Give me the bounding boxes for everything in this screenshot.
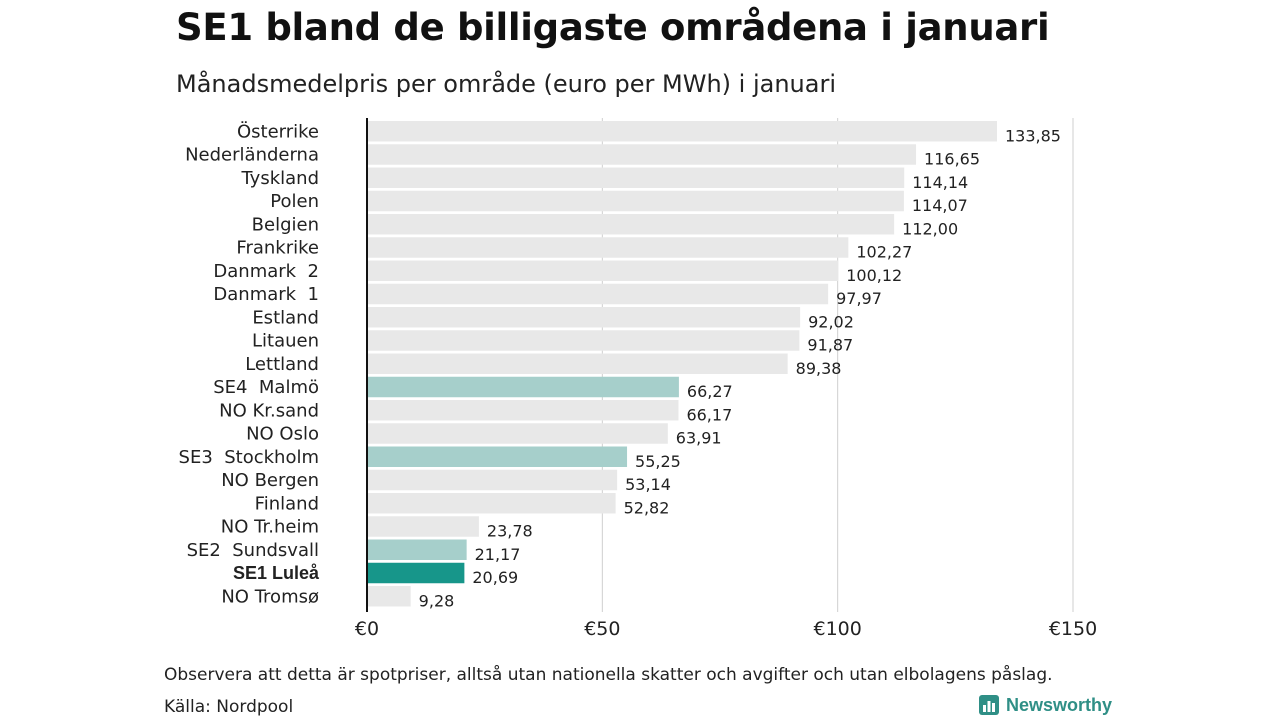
bar-4 xyxy=(367,214,895,235)
category-label-20: NO Tromsø xyxy=(221,586,319,607)
category-label-19: SE1 Luleå xyxy=(233,563,320,583)
newsworthy-logo-icon xyxy=(979,695,999,715)
bar-16 xyxy=(367,493,616,514)
value-label-0: 133,85 xyxy=(1005,126,1061,145)
bar-20 xyxy=(367,586,411,607)
bar-7 xyxy=(367,283,829,305)
footnote: Observera att detta är spotpriser, allts… xyxy=(164,665,1053,685)
value-label-5: 102,27 xyxy=(856,243,912,262)
bar-8 xyxy=(367,307,801,328)
value-label-6: 100,12 xyxy=(846,266,902,285)
x-tick-label-0: €0 xyxy=(355,618,379,640)
value-label-7: 97,97 xyxy=(836,289,882,308)
category-label-8: Estland xyxy=(252,307,319,328)
value-label-10: 89,38 xyxy=(796,359,842,378)
bar-0 xyxy=(367,121,997,142)
bar-13 xyxy=(367,423,668,444)
bar-3 xyxy=(367,190,904,212)
value-label-18: 21,17 xyxy=(475,545,521,564)
bar-14 xyxy=(367,446,628,467)
value-label-1: 116,65 xyxy=(924,150,980,169)
value-label-2: 114,14 xyxy=(912,173,968,192)
bar-5 xyxy=(367,237,849,258)
value-label-4: 112,00 xyxy=(902,219,958,238)
value-label-15: 53,14 xyxy=(625,475,671,494)
category-label-4: Belgien xyxy=(252,214,319,235)
category-label-2: Tyskland xyxy=(240,168,319,189)
value-label-17: 23,78 xyxy=(487,522,533,541)
category-label-13: NO Oslo xyxy=(246,424,319,445)
x-tick-label-100: €100 xyxy=(813,618,861,640)
category-label-15: NO Bergen xyxy=(221,470,319,491)
bar-6 xyxy=(367,260,839,281)
bar-19 xyxy=(367,562,465,584)
category-label-1: Nederländerna xyxy=(185,145,319,166)
chart-subtitle: Månadsmedelpris per område (euro per MWh… xyxy=(176,70,837,98)
category-label-5: Frankrike xyxy=(236,238,319,259)
x-tick-label-150: €150 xyxy=(1049,618,1097,640)
brand-logo: Newsworthy xyxy=(978,694,1112,716)
bar-10 xyxy=(367,353,788,374)
category-label-11: SE4 Malmö xyxy=(213,377,319,398)
value-label-14: 55,25 xyxy=(635,452,681,471)
x-tick-label-50: €50 xyxy=(584,618,620,640)
bar-1 xyxy=(367,144,917,165)
value-label-3: 114,07 xyxy=(912,196,968,215)
bar-12 xyxy=(367,400,679,421)
bar-9 xyxy=(367,330,800,351)
bar-17 xyxy=(367,516,479,537)
source-credit: Källa: Nordpool xyxy=(164,697,294,717)
bar-2 xyxy=(367,167,905,188)
value-label-12: 66,17 xyxy=(686,405,732,424)
category-label-10: Lettland xyxy=(245,354,319,375)
category-label-9: Litauen xyxy=(252,331,319,352)
category-label-17: NO Tr.heim xyxy=(221,517,319,538)
value-label-8: 92,02 xyxy=(808,312,854,331)
category-label-7: Danmark 1 xyxy=(213,284,319,305)
bar-18 xyxy=(367,539,467,560)
category-label-12: NO Kr.sand xyxy=(219,400,319,421)
value-label-19: 20,69 xyxy=(472,568,518,587)
category-label-18: SE2 Sundsvall xyxy=(187,540,319,561)
brand-name: Newsworthy xyxy=(1006,694,1113,715)
value-label-16: 52,82 xyxy=(624,498,670,517)
value-label-13: 63,91 xyxy=(676,429,722,448)
category-label-16: Finland xyxy=(255,493,319,514)
bar-11 xyxy=(367,376,679,398)
bar-15 xyxy=(367,469,618,491)
value-label-20: 9,28 xyxy=(419,591,455,610)
category-label-6: Danmark 2 xyxy=(213,261,319,282)
value-label-11: 66,27 xyxy=(687,382,733,401)
value-label-9: 91,87 xyxy=(807,336,853,355)
category-label-3: Polen xyxy=(270,191,319,212)
chart-title: SE1 bland de billigaste områdena i janua… xyxy=(176,6,1050,49)
category-label-0: Österrike xyxy=(237,120,319,142)
category-label-14: SE3 Stockholm xyxy=(179,447,319,468)
